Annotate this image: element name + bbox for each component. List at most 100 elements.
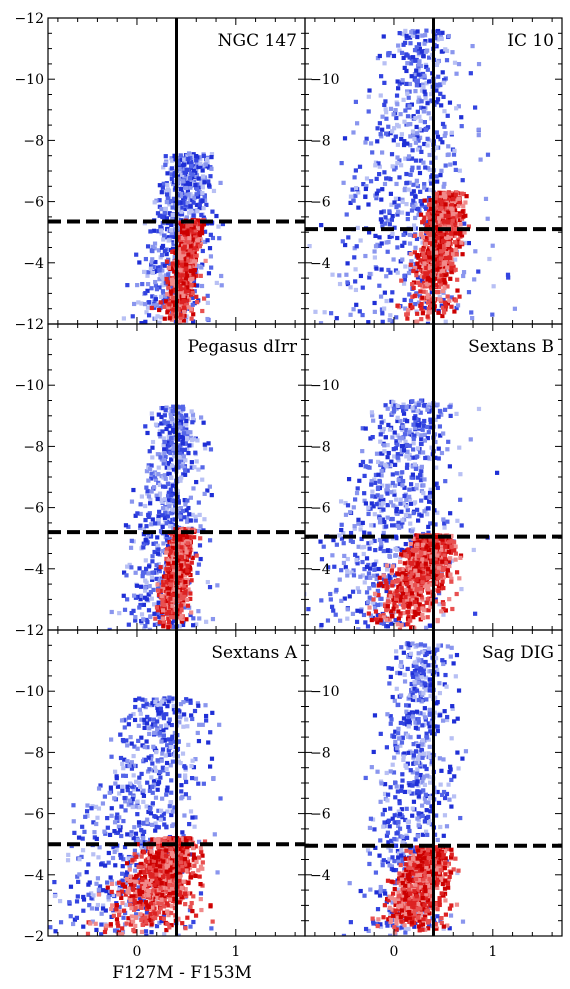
density-pixel bbox=[372, 249, 377, 254]
density-pixel bbox=[446, 33, 451, 39]
density-pixel bbox=[456, 104, 461, 109]
density-pixel bbox=[158, 529, 164, 534]
density-pixel bbox=[423, 49, 428, 54]
density-pixel bbox=[427, 215, 432, 220]
density-pixel bbox=[419, 273, 424, 278]
density-pixel bbox=[180, 541, 185, 547]
density-pixel bbox=[149, 471, 154, 476]
density-pixel bbox=[358, 238, 363, 243]
density-pixel bbox=[470, 315, 475, 321]
density-pixel bbox=[187, 176, 193, 181]
density-pixel bbox=[197, 512, 202, 518]
density-pixel bbox=[417, 114, 422, 119]
density-pixel bbox=[405, 216, 410, 222]
density-pixel bbox=[185, 224, 190, 229]
density-pixel bbox=[196, 176, 201, 181]
density-pixel bbox=[391, 257, 396, 262]
density-pixel bbox=[177, 532, 182, 537]
density-pixel bbox=[130, 314, 135, 319]
density-pixel bbox=[452, 226, 457, 232]
density-pixel bbox=[180, 622, 186, 628]
density-pixel bbox=[422, 215, 427, 220]
density-pixel bbox=[399, 278, 404, 283]
density-pixel bbox=[180, 441, 185, 446]
density-pixel bbox=[148, 497, 153, 502]
density-pixel bbox=[186, 240, 191, 245]
density-pixel bbox=[179, 619, 184, 624]
density-pixel bbox=[182, 170, 187, 175]
density-pixel bbox=[417, 170, 423, 176]
density-pixel bbox=[171, 428, 176, 433]
density-pixel bbox=[141, 269, 147, 275]
density-pixel bbox=[353, 287, 359, 293]
density-pixel bbox=[188, 495, 193, 500]
density-pixel bbox=[201, 420, 206, 425]
density-pixel bbox=[201, 153, 206, 159]
density-pixel bbox=[377, 283, 382, 288]
density-pixel bbox=[372, 309, 377, 314]
density-pixel bbox=[373, 163, 378, 168]
density-pixel bbox=[436, 248, 441, 253]
density-pixel bbox=[153, 259, 158, 265]
density-pixel bbox=[196, 500, 201, 505]
density-pixel bbox=[188, 596, 193, 601]
density-pixel bbox=[168, 596, 173, 601]
density-pixel bbox=[145, 273, 150, 278]
density-pixel bbox=[164, 611, 169, 616]
density-pixel bbox=[426, 209, 432, 214]
density-pixel bbox=[440, 288, 446, 294]
density-pixel bbox=[419, 302, 424, 307]
density-pixel bbox=[402, 119, 407, 124]
density-pixel bbox=[444, 236, 449, 241]
y-tick-label: −10 bbox=[310, 72, 340, 88]
density-pixel bbox=[200, 224, 205, 229]
density-pixel bbox=[512, 306, 517, 311]
density-pixel bbox=[424, 187, 430, 192]
density-pixel bbox=[138, 525, 143, 531]
density-pixel bbox=[428, 310, 433, 315]
density-pixel bbox=[176, 161, 181, 166]
density-pixel bbox=[189, 409, 194, 414]
density-pixel bbox=[182, 246, 187, 251]
density-pixel bbox=[435, 134, 441, 139]
density-pixel bbox=[144, 580, 149, 585]
density-pixel bbox=[195, 209, 200, 214]
density-pixel bbox=[198, 556, 203, 562]
density-pixel bbox=[156, 547, 161, 552]
density-pixel bbox=[161, 181, 166, 186]
density-pixel bbox=[144, 617, 149, 623]
density-pixel bbox=[364, 136, 369, 141]
density-pixel bbox=[413, 30, 418, 35]
density-pixel bbox=[417, 33, 422, 38]
density-pixel bbox=[438, 91, 443, 96]
density-pixel bbox=[195, 283, 200, 288]
density-pixel bbox=[146, 300, 151, 305]
density-pixel bbox=[151, 541, 156, 546]
density-pixel bbox=[158, 294, 164, 299]
density-pixel bbox=[380, 319, 385, 324]
density-pixel bbox=[453, 192, 458, 197]
density-pixel bbox=[161, 299, 166, 304]
density-pixel bbox=[191, 312, 196, 317]
density-pixel bbox=[426, 250, 431, 255]
density-pixel bbox=[179, 455, 184, 460]
density-pixel bbox=[155, 314, 160, 319]
density-pixel bbox=[171, 288, 176, 293]
density-pixel bbox=[185, 498, 190, 503]
density-pixel bbox=[466, 240, 472, 246]
density-pixel bbox=[167, 302, 172, 307]
y-tick-label: −4 bbox=[23, 256, 44, 272]
density-pixel bbox=[418, 267, 423, 273]
density-pixel bbox=[176, 275, 181, 281]
density-pixel bbox=[395, 303, 400, 308]
density-pixel bbox=[194, 459, 199, 464]
density-pixel bbox=[141, 545, 146, 550]
density-pixel bbox=[137, 605, 142, 610]
density-pixel bbox=[169, 511, 174, 516]
density-pixel bbox=[179, 290, 184, 295]
density-pixel bbox=[417, 262, 423, 267]
density-pixel bbox=[163, 299, 169, 304]
density-pixel bbox=[463, 213, 468, 218]
density-pixel bbox=[161, 277, 167, 282]
density-pixel bbox=[190, 420, 195, 425]
